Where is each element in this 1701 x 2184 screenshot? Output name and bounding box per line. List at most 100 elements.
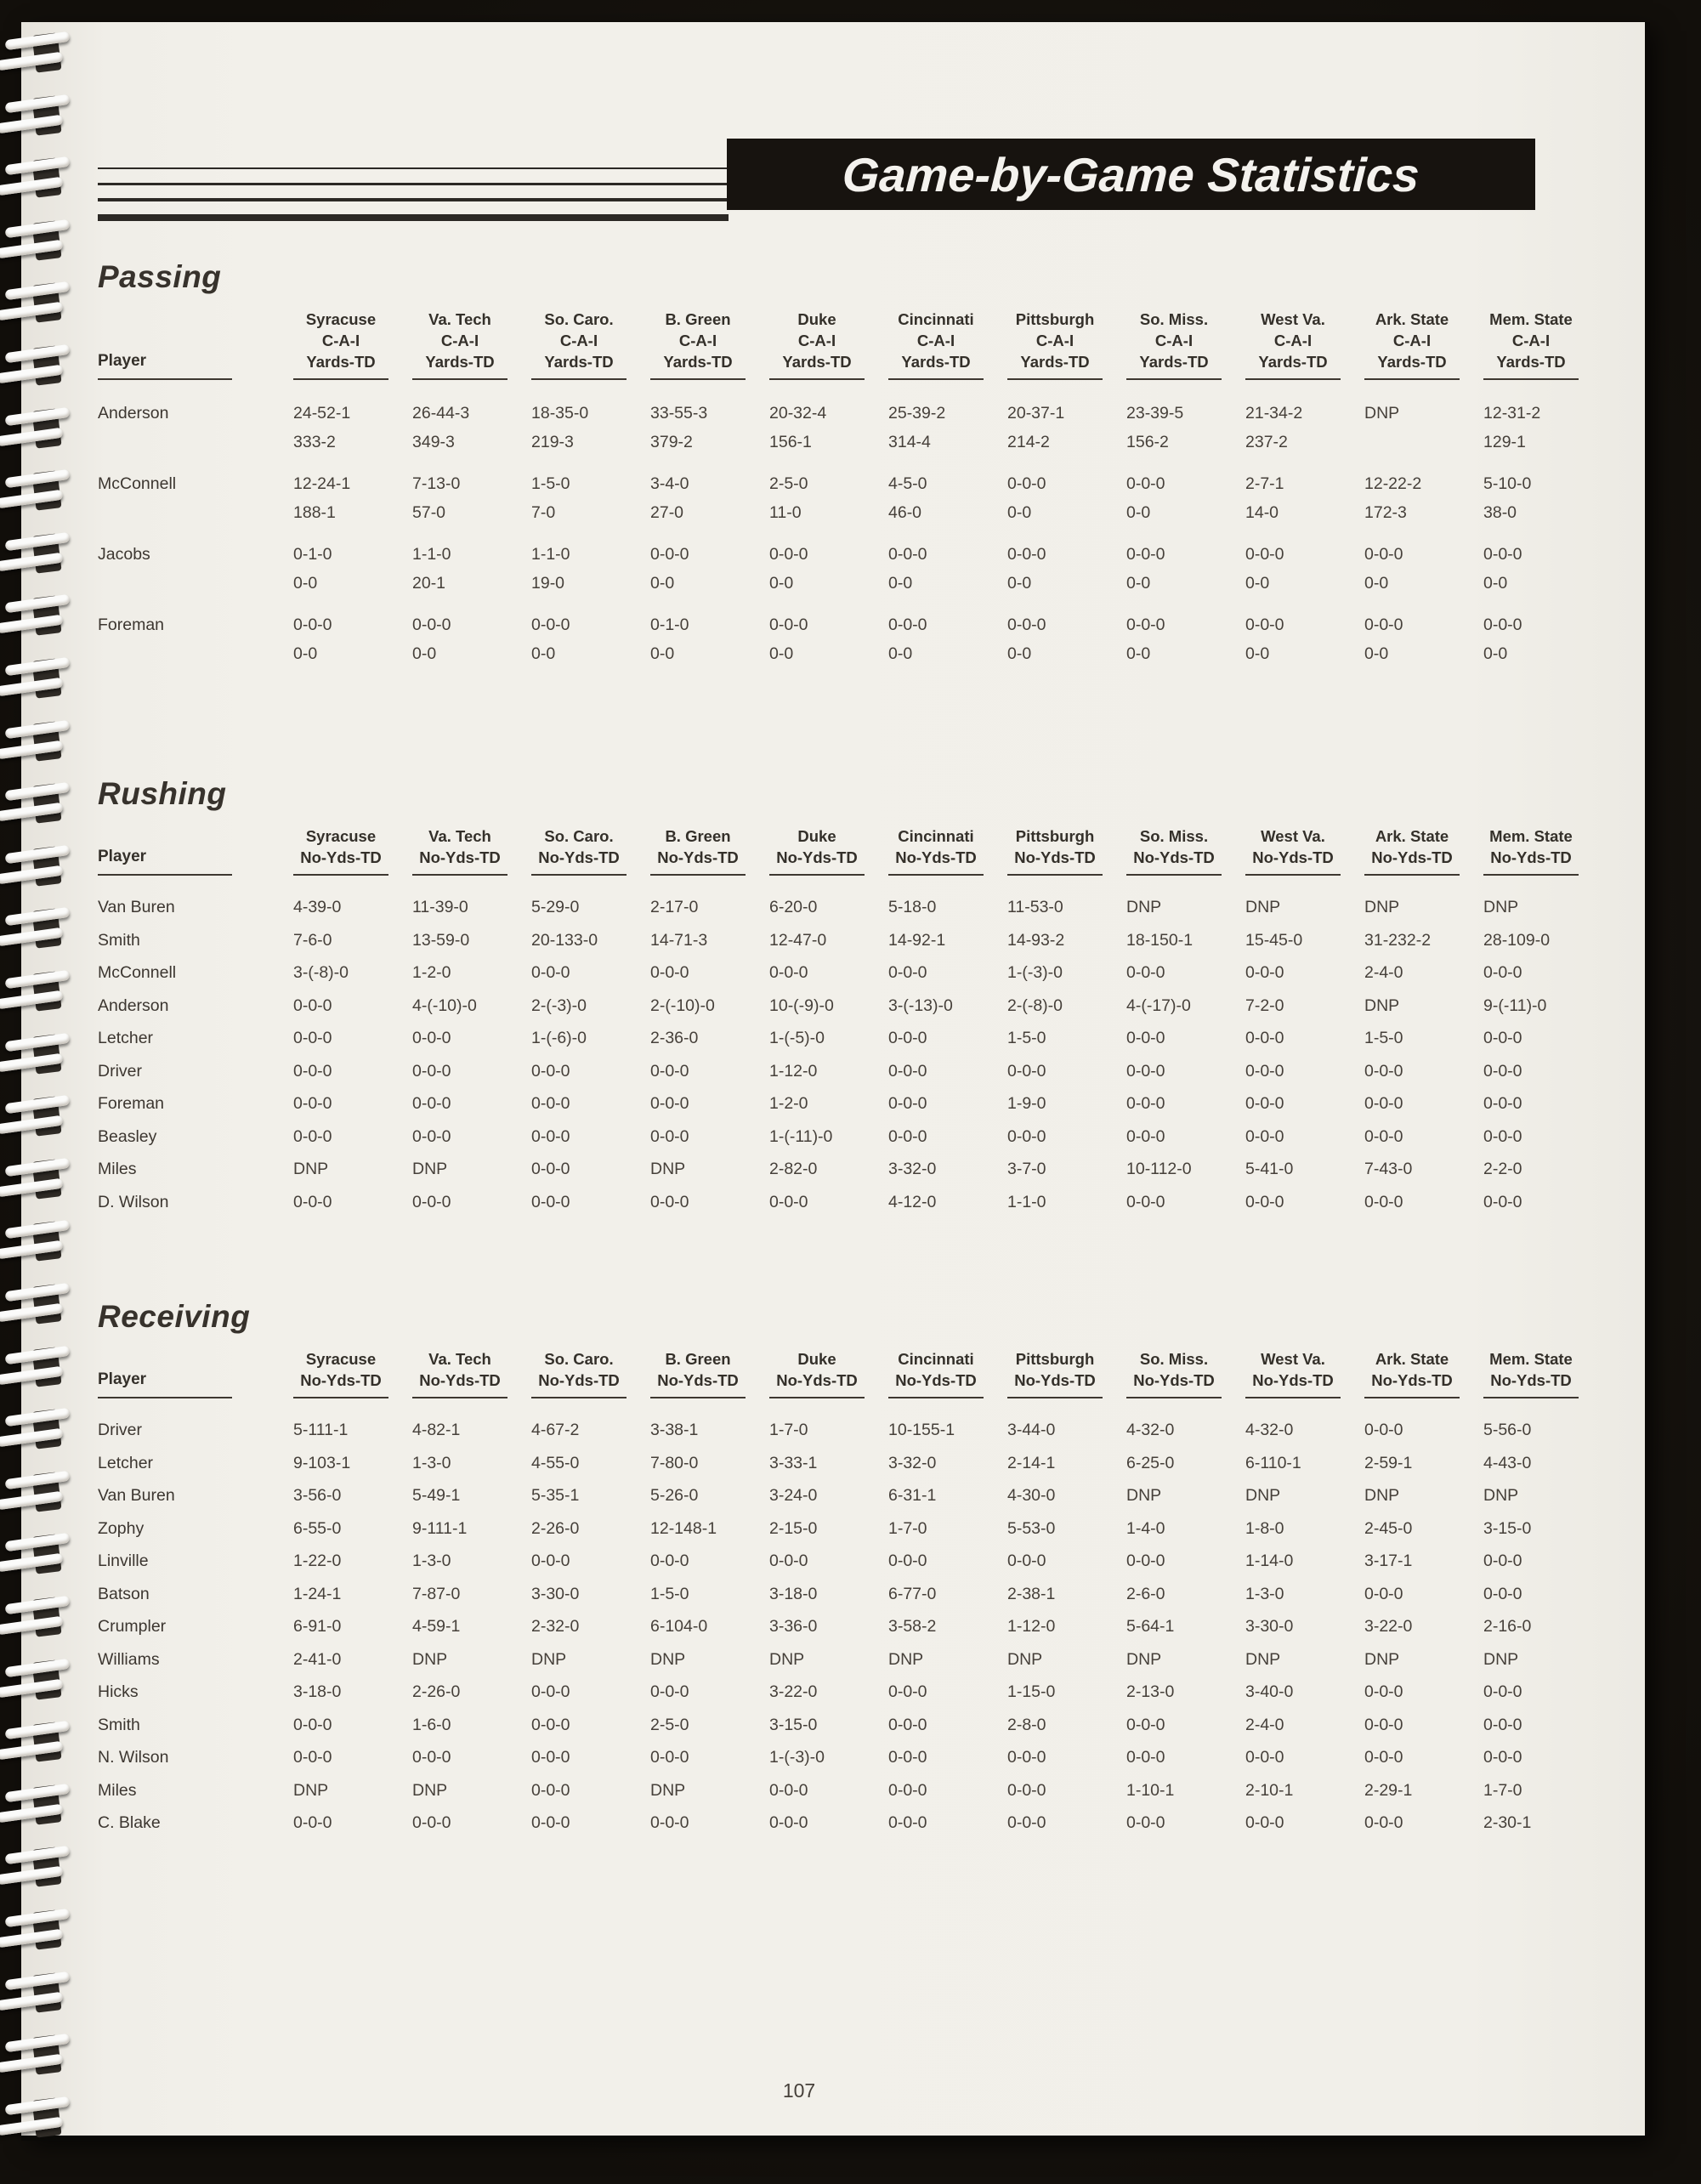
- stat-value: 0-0: [769, 644, 794, 663]
- stat-value: 0-0-0: [1245, 1029, 1284, 1047]
- stat-cell: 0-0-0: [1245, 1055, 1364, 1088]
- stat-value: 0-0-0: [1364, 1748, 1403, 1767]
- stat-value: 379-2: [650, 433, 693, 451]
- stat-value: 2-6-0: [1126, 1584, 1165, 1603]
- stat-cell: 2-6-0: [1126, 1578, 1245, 1611]
- rushing-rows: Van Buren 4-39-0 11-39-0 5-29-0 2-17-0 6-20-0…: [98, 891, 1628, 1218]
- stat-value: 1-7-0: [769, 1421, 808, 1439]
- stat-cell: 0-0-0: [1245, 1807, 1364, 1840]
- stat-cell: 0-0-0 0-0: [1245, 540, 1364, 598]
- player-cell: D. Wilson: [98, 1186, 293, 1219]
- stat-value: 21-34-2: [1245, 404, 1303, 423]
- stat-value: 0-0-0: [1364, 1682, 1403, 1701]
- stat-cell: 0-0-0: [293, 1120, 412, 1154]
- table-row: Beasley 0-0-0 0-0-0 0-0-0 0-0-0 1-(-11)-0 0-0-…: [98, 1120, 1628, 1154]
- player-cell: McConnell: [98, 956, 293, 990]
- stat-value: 0-0: [1245, 644, 1270, 663]
- stat-cell: DNP: [412, 1153, 531, 1186]
- stat-cell: 4-32-0: [1245, 1414, 1364, 1447]
- stat-value: DNP: [293, 1780, 329, 1800]
- stat-cell: 2-4-0: [1364, 956, 1483, 990]
- stat-cell: 0-1-0 0-0: [293, 540, 412, 598]
- column-header-stack: Mem. State C-A-I Yards-TD: [1483, 309, 1579, 380]
- stat-cell: 1-1-0: [1007, 1186, 1126, 1219]
- stat-value: DNP: [1245, 1649, 1281, 1669]
- stat-value: 0-0-0: [531, 1715, 570, 1734]
- column-header-stack: Syracuse No-Yds-TD: [293, 825, 388, 876]
- column-header: Pittsburgh No-Yds-TD: [1007, 825, 1126, 876]
- stat-cell: 4-43-0: [1483, 1447, 1602, 1480]
- stat-value: 7-13-0: [412, 474, 461, 493]
- stat-cell: 2-32-0: [531, 1610, 650, 1643]
- stat-value: 23-39-5: [1126, 404, 1184, 423]
- column-header: Mem. State No-Yds-TD: [1483, 825, 1602, 876]
- stat-value: 1-1-0: [1007, 1192, 1046, 1211]
- opponent-name: Ark. State: [1375, 1350, 1449, 1368]
- stat-value: 0-0-0: [888, 1748, 927, 1767]
- stat-cell: 2-45-0: [1364, 1512, 1483, 1546]
- stat-cell: 0-0-0 0-0: [1364, 540, 1483, 598]
- player-name: Linville: [98, 1551, 149, 1570]
- column-header-stack: So. Miss. No-Yds-TD: [1126, 1348, 1222, 1398]
- spiral-coil: [0, 594, 80, 639]
- stat-format-label: No-Yds-TD: [419, 848, 501, 866]
- stat-value: 0-0-0: [293, 1715, 332, 1734]
- spiral-coil: [0, 1908, 80, 1954]
- stat-value: 3-30-0: [531, 1584, 580, 1603]
- stat-cell: 20-37-1 214-2: [1007, 399, 1126, 457]
- stat-value: 33-55-3: [650, 404, 708, 423]
- stat-value: 1-(-3)-0: [769, 1748, 825, 1767]
- opponent-name: Pittsburgh: [1015, 827, 1095, 845]
- stat-value: 20-37-1: [1007, 404, 1065, 423]
- stat-value: 2-32-0: [531, 1617, 580, 1636]
- page: Game-by-Game Statistics Passing Player Syr…: [21, 22, 1645, 2136]
- stat-value: 12-31-2: [1483, 404, 1541, 423]
- stat-cell: 0-0-0 0-0: [888, 540, 1007, 598]
- column-header-stack: Duke No-Yds-TD: [769, 825, 865, 876]
- stat-value: 1-(-11)-0: [769, 1126, 833, 1146]
- stat-value: 0-0-0: [1364, 1192, 1403, 1211]
- spiral-coil: [0, 1094, 80, 1140]
- stat-value: 0-0-0: [531, 1780, 570, 1800]
- section-passing: Passing Player Syracuse C-A-I Yards-TD Va. Te…: [98, 259, 1628, 681]
- page-banner-title: Game-by-Game Statistics: [841, 147, 1421, 201]
- stat-format-label: No-Yds-TD: [657, 1371, 739, 1389]
- stat-value: 6-77-0: [888, 1584, 937, 1603]
- stat-value: DNP: [1364, 404, 1400, 423]
- stat-cell: 2-26-0: [531, 1512, 650, 1546]
- stat-format-label: No-Yds-TD: [300, 1371, 382, 1389]
- opponent-name: West Va.: [1261, 310, 1325, 328]
- player-column-label: Player: [98, 1370, 232, 1398]
- stat-cell: 0-0-0: [1007, 1741, 1126, 1774]
- stat-cell: 0-0-0: [1364, 1741, 1483, 1774]
- stat-cell: 0-0-0: [1364, 1709, 1483, 1742]
- stat-value: 0-0-0: [1245, 963, 1284, 982]
- stat-cell: 2-5-0: [650, 1709, 769, 1742]
- stat-cell: 14-71-3: [650, 924, 769, 957]
- stat-value: 0-0: [769, 574, 794, 593]
- stat-value: 2-8-0: [1007, 1715, 1046, 1734]
- stat-value: 13-59-0: [412, 930, 470, 950]
- stat-cell: 1-3-0: [412, 1545, 531, 1578]
- stat-value: 1-5-0: [1007, 1029, 1046, 1047]
- stat-value: 0-0-0: [531, 1192, 570, 1211]
- column-header-stack: B. Green C-A-I Yards-TD: [650, 309, 746, 380]
- stat-value: 3-15-0: [1483, 1518, 1532, 1538]
- stat-value: 0-0-0: [1364, 1061, 1403, 1081]
- stat-cell: 0-0-0: [1483, 1087, 1602, 1120]
- stat-format-label: No-Yds-TD: [538, 848, 620, 866]
- stat-cell: 6-77-0: [888, 1578, 1007, 1611]
- stat-cell: 1-12-0: [1007, 1610, 1126, 1643]
- stat-cell: 6-55-0: [293, 1512, 412, 1546]
- player-name: Jacobs: [98, 545, 150, 564]
- stat-value: 0-0-0: [1126, 1813, 1165, 1832]
- stat-cell: 0-0-0: [293, 1709, 412, 1742]
- player-name: Van Buren: [98, 898, 175, 916]
- stat-cell: 3-18-0: [293, 1676, 412, 1709]
- stat-value: 0-0-0: [293, 996, 332, 1015]
- stat-cell: 9-103-1: [293, 1447, 412, 1480]
- stat-value: 0-0-0: [1126, 474, 1165, 493]
- stat-value: DNP: [1126, 1649, 1162, 1669]
- player-name: N. Wilson: [98, 1748, 169, 1767]
- stat-value: 2-2-0: [1483, 1160, 1522, 1178]
